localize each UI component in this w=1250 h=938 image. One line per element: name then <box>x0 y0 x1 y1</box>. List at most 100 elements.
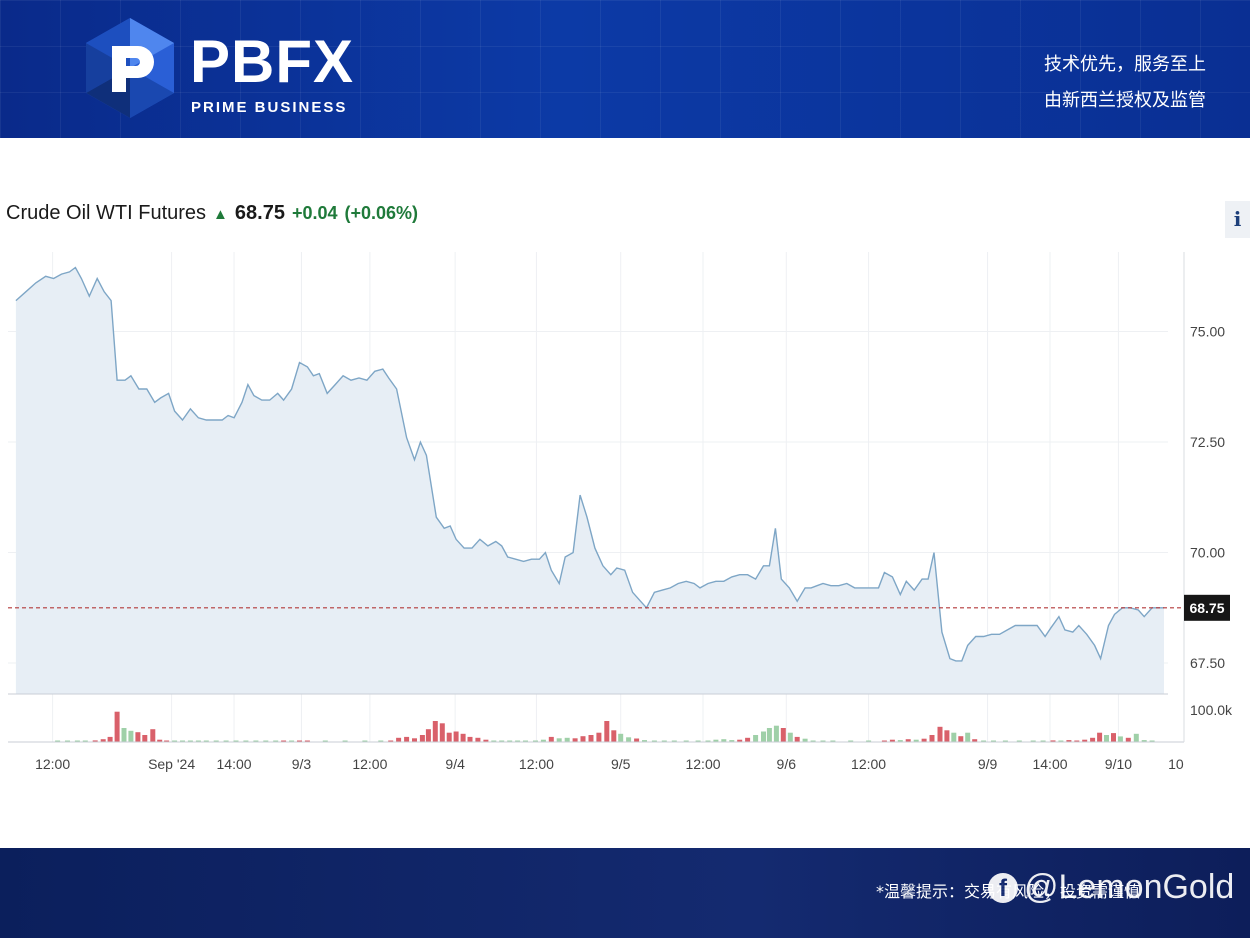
x-tick-label: 9/6 <box>777 756 797 772</box>
volume-bar <box>1149 740 1155 742</box>
volume-bar <box>273 740 279 742</box>
volume-bar <box>425 729 431 742</box>
volume-bar <box>721 739 727 742</box>
x-tick-label: 9/3 <box>292 756 312 772</box>
info-icon[interactable]: i <box>1225 201 1250 238</box>
last-price-badge-label: 68.75 <box>1189 600 1224 616</box>
x-tick-label: Sep '24 <box>148 756 195 772</box>
volume-bar <box>1016 740 1022 742</box>
volume-bar <box>1050 740 1056 742</box>
volume-bar <box>475 737 481 742</box>
y-tick-label: 67.50 <box>1190 655 1225 671</box>
x-tick-label: 9/9 <box>978 756 998 772</box>
volume-bar <box>540 739 546 742</box>
volume-bar <box>92 740 98 742</box>
volume-bar <box>439 723 445 742</box>
volume-bar <box>107 736 113 742</box>
volume-bar <box>958 736 964 742</box>
y-tick-label: 75.00 <box>1190 324 1225 340</box>
price-area-fill <box>15 267 1164 694</box>
volume-bar <box>1074 740 1080 742</box>
volume-bar <box>114 711 120 742</box>
x-tick-label: 12:00 <box>685 756 720 772</box>
volume-bar <box>507 740 513 742</box>
volume-bar <box>412 738 417 742</box>
volume-bar <box>753 735 759 742</box>
volume-bar <box>121 728 127 742</box>
volume-bar <box>556 738 562 742</box>
volume-scale-label: 100.0k <box>1190 702 1233 718</box>
volume-bar <box>253 740 259 742</box>
volume-bar <box>297 740 302 742</box>
volume-bar <box>661 740 667 742</box>
volume-bar <box>1097 732 1103 742</box>
volume-bar <box>634 738 640 742</box>
volume-bar <box>604 721 610 742</box>
volume-bar <box>729 740 735 742</box>
volume-bar <box>866 740 872 742</box>
volume-bar <box>150 729 156 742</box>
volume-bar <box>905 739 911 742</box>
brand-header: PBFX PRIME BUSINESS 技术优先，服务至上 由新西兰授权及监管 <box>0 0 1250 138</box>
volume-bar <box>965 732 971 742</box>
volume-bar <box>74 740 80 742</box>
volume-bar <box>787 732 793 742</box>
volume-bar <box>180 740 185 742</box>
volume-bar <box>737 739 743 742</box>
volume-bar <box>713 739 719 742</box>
volume-bar <box>533 740 538 742</box>
volume-bar <box>1117 736 1123 742</box>
volume-bar <box>683 740 689 742</box>
volume-bar <box>929 735 935 742</box>
x-tick-label: 12:00 <box>851 756 886 772</box>
volume-bar <box>289 740 295 742</box>
x-tick-label: 9/5 <box>611 756 631 772</box>
volume-bar <box>396 737 402 742</box>
volume-bar <box>572 738 578 742</box>
volume-bar <box>172 740 178 742</box>
volume-bar <box>580 736 586 742</box>
volume-bar <box>830 740 836 742</box>
volume-bar <box>951 732 957 742</box>
x-tick-label: 10 <box>1168 756 1184 772</box>
volume-bar <box>889 739 895 742</box>
price-chart: 75.00 72.50 70.00 67.50 100.0k 12:00 Sep '24 14… <box>8 252 1233 772</box>
volume-bar <box>651 740 657 742</box>
volume-bar <box>1090 737 1096 742</box>
volume-bar <box>378 740 384 742</box>
volume-bar <box>705 740 711 742</box>
price-line <box>15 266 1164 662</box>
volume-bar <box>467 736 473 742</box>
volume-bar <box>745 737 751 742</box>
volume-bar <box>1104 735 1109 742</box>
x-tick-label: 12:00 <box>519 756 554 772</box>
price-change: +0.04 <box>291 203 338 223</box>
brand-subtitle: PRIME BUSINESS <box>191 99 348 116</box>
quote-header: Crude Oil WTI Futures ▲ 68.75 +0.04 (+0.… <box>6 202 418 225</box>
volume-bar <box>82 740 88 742</box>
volume-bar <box>773 725 779 742</box>
volume-bar <box>820 740 826 742</box>
volume-bar <box>281 740 287 742</box>
volume-bar <box>588 735 594 742</box>
volume-bar <box>695 740 701 742</box>
y-tick-label: 72.50 <box>1190 434 1225 450</box>
volume-bar <box>195 740 201 742</box>
volume-bar <box>618 733 624 742</box>
volume-bar <box>515 740 521 742</box>
volume-bar <box>671 740 677 742</box>
volume-bar <box>446 732 452 742</box>
volume-bar <box>203 740 209 742</box>
volume-bar <box>937 726 943 742</box>
volume-bar <box>322 740 328 742</box>
volume-bar <box>164 740 170 742</box>
slogan-line-1: 技术优先，服务至上 <box>1044 54 1206 75</box>
volume-bar <box>128 730 134 742</box>
volume-bar <box>810 740 816 742</box>
volume-bar <box>766 728 772 742</box>
volume-bar <box>596 732 602 742</box>
volume-bar <box>642 740 647 742</box>
volume-bar <box>491 740 497 742</box>
y-tick-label: 70.00 <box>1190 545 1225 561</box>
x-tick-label: 14:00 <box>217 756 252 772</box>
